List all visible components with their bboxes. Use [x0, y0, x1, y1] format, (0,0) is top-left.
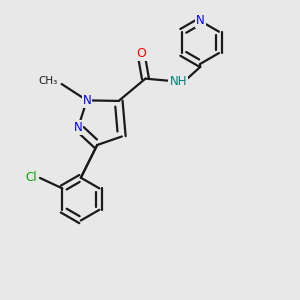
Text: N: N: [74, 121, 82, 134]
Text: N: N: [82, 94, 91, 107]
Text: N: N: [196, 14, 205, 28]
Text: CH₃: CH₃: [38, 76, 57, 86]
Text: NH: NH: [169, 75, 187, 88]
Text: Cl: Cl: [26, 172, 37, 184]
Text: O: O: [136, 47, 146, 60]
